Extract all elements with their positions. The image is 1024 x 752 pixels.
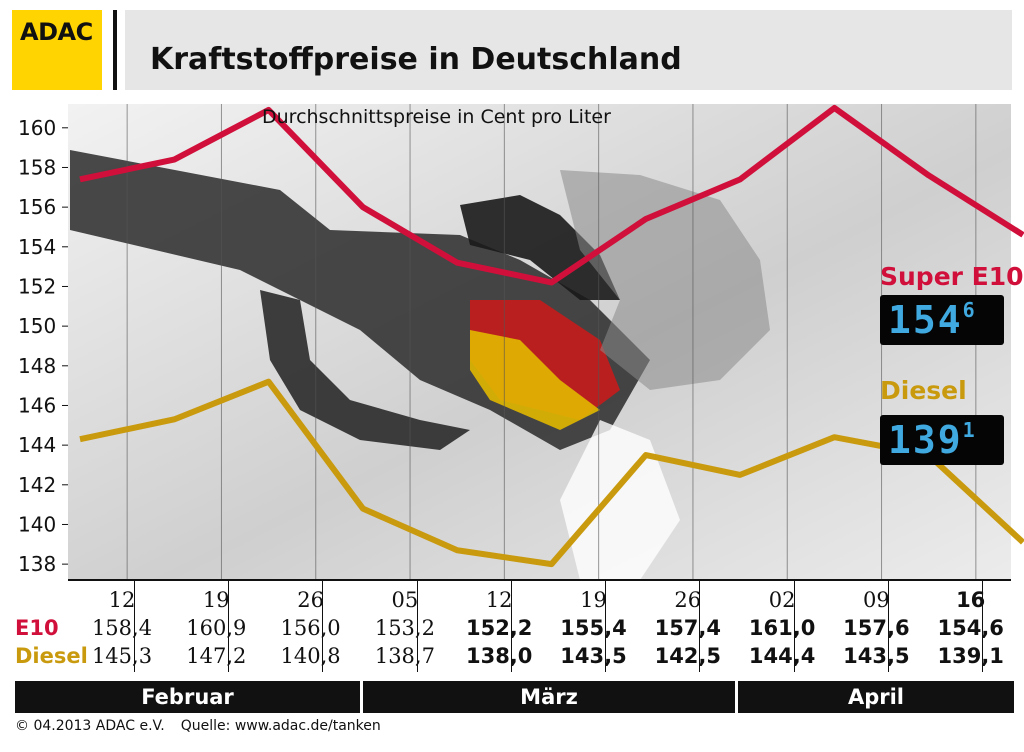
diesel-price-cell: 138,7 [374,644,435,668]
y-tick-label: 148 [18,354,56,378]
e10-price-cell: 160,9 [186,616,247,640]
month-februar: Februar [15,681,360,713]
month-april: April [735,681,1014,713]
y-tick-label: 142 [18,473,56,497]
logo-text: ADAC [20,18,93,46]
date-cell: 12 [485,588,513,612]
y-tick-label: 150 [18,314,56,338]
table-column-separator [793,580,795,672]
e10-price-cell: 152,2 [465,616,533,640]
e10-price-cell: 154,6 [937,616,1004,640]
diesel-price-cell: 145,3 [91,644,153,668]
date-cell: 19 [202,588,230,612]
date-row: 12 19 26 05 12 19 26 02 09 16 [15,588,1011,614]
e10-row: E10 158,4 160,9 156,0 153,2 152,2 155,4 157,4 16… [15,616,1011,642]
date-cell: 16 [956,588,986,612]
table-column-separator [416,580,418,672]
y-tick-label: 158 [18,155,56,179]
month-maerz: März [360,681,735,713]
series-lines [79,104,1024,568]
date-cell: 26 [297,588,324,612]
y-tick-label: 144 [18,433,56,457]
diesel-price-cell: 143,5 [843,644,910,668]
legend-diesel: Diesel [880,376,967,405]
diesel-row-label: Diesel [15,644,88,668]
table-column-separator [982,580,984,672]
diesel-price-cell: 138,0 [465,644,533,668]
fuel-nozzle-image [70,150,770,580]
table-column-separator [227,580,229,672]
y-axis: 160 158 156 154 152 150 148 146 144 142 140 138 [18,116,68,576]
e10-row-label: E10 [15,616,59,640]
diesel-price-cell: 139,1 [937,644,1004,668]
e10-price-cell: 156,0 [280,616,341,640]
e10-price-cell: 157,4 [654,616,722,640]
e10-price-cell: 157,6 [843,616,910,640]
diesel-price-cell: 144,4 [748,644,816,668]
adac-logo: ADAC [12,10,102,90]
diesel-price-cell: 140,8 [280,644,341,668]
table-column-separator [699,580,701,672]
diesel-display-fraction: 1 [962,418,977,442]
diesel-price-cell: 142,5 [654,644,722,668]
date-cell: 05 [391,588,419,612]
diesel-price-cell: 143,5 [560,644,627,668]
e10-price-cell: 158,4 [91,616,153,640]
y-tick-label: 156 [18,195,56,219]
e10-display-value: 154 [888,298,963,342]
y-tick-label: 160 [18,116,56,140]
e10-display-fraction: 6 [962,298,977,322]
e10-price-cell: 161,0 [748,616,816,640]
table-column-separator [605,580,607,672]
e10-price-cell: 155,4 [560,616,627,640]
date-cell: 26 [674,588,702,612]
diesel-display-value: 139 [888,418,963,462]
y-tick-label: 138 [18,552,56,576]
date-cell: 19 [580,588,607,612]
footer: © 04.2013 ADAC e.V. Quelle: www.adac.de/t… [15,718,397,734]
e10-price-display: 1546 [880,295,1004,345]
series-line-super-e10 [79,104,1024,286]
source: Quelle: www.adac.de/tanken [180,718,381,734]
table-column-separator [510,580,512,672]
chart-title: Kraftstoffpreise in Deutschland [150,42,682,77]
copyright: © 04.2013 ADAC e.V. [15,718,165,734]
e10-price-cell: 153,2 [374,616,435,640]
y-tick-label: 154 [18,235,56,259]
chart-subtitle: Durchschnittspreise in Cent pro Liter [262,106,611,128]
date-cell: 12 [108,588,136,612]
date-cell: 09 [863,588,890,612]
date-cell: 02 [768,588,796,612]
series-line-diesel [79,378,1024,568]
y-tick-label: 146 [18,393,56,417]
table-column-separator [133,580,135,672]
title-divider [113,10,117,90]
y-tick-label: 140 [18,512,56,536]
table-column-separator [322,580,324,672]
diesel-price-display: 1391 [880,415,1004,465]
legend-super-e10: Super E10 [880,262,1024,291]
y-tick-label: 152 [18,274,56,298]
table-column-separator [888,580,890,672]
diesel-price-cell: 147,2 [186,644,247,668]
diesel-row: Diesel 145,3 147,2 140,8 138,7 138,0 143,5 142,… [15,644,1011,670]
title-band [125,10,1012,90]
